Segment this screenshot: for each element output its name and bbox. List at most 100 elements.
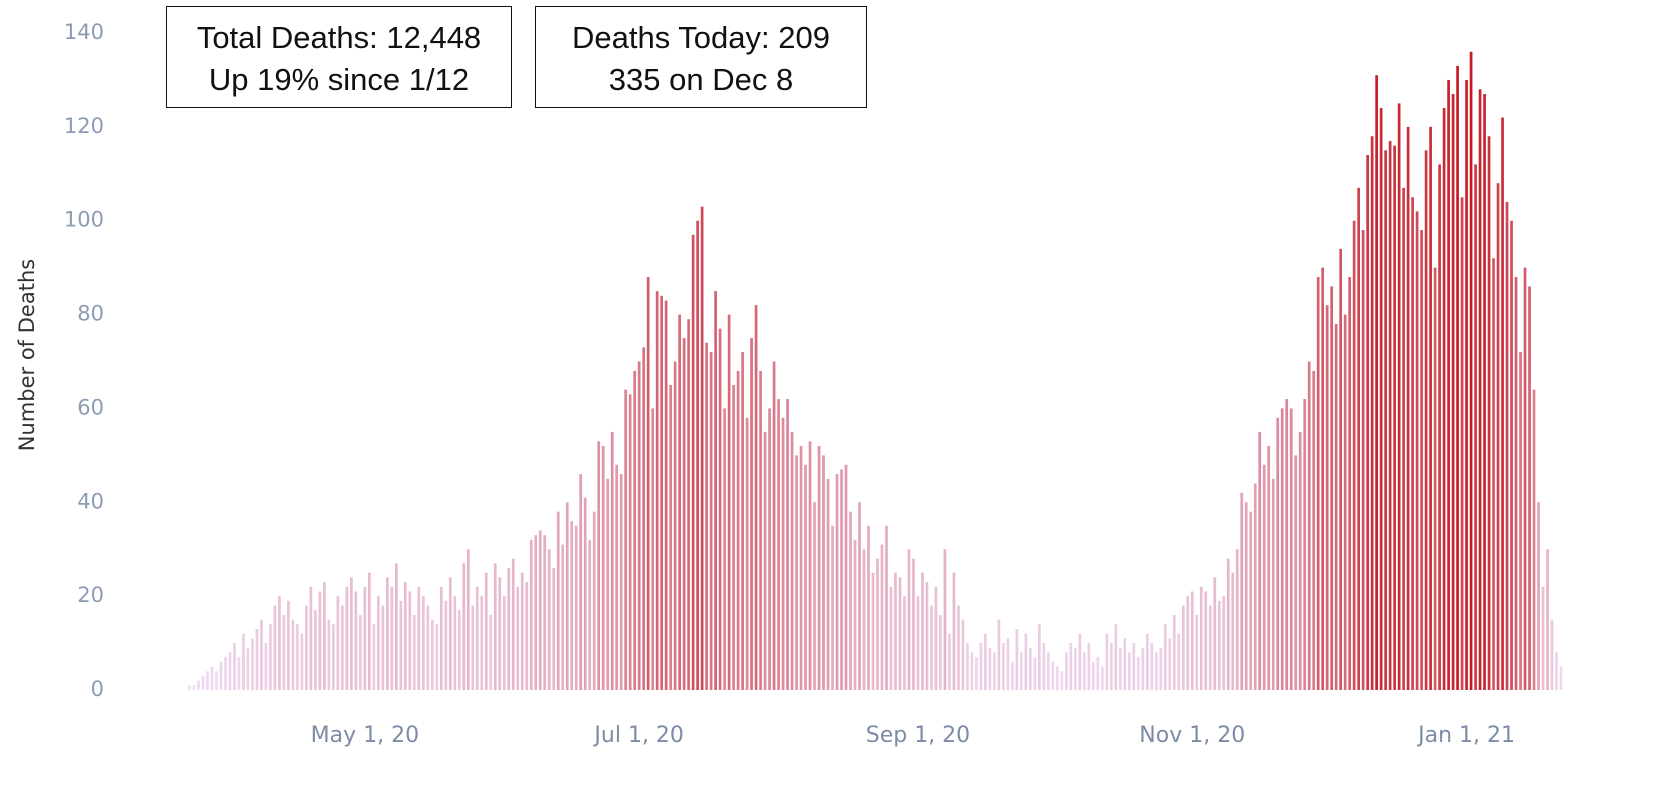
bar [1091,661,1095,690]
bar [192,685,196,690]
bar [399,600,403,690]
bar [1294,455,1298,690]
bar [768,408,771,690]
bar [1276,417,1280,690]
bar [705,342,708,690]
bar [1541,586,1545,690]
y-tick-label: 80 [77,302,104,326]
bar [520,572,524,690]
bar [1460,197,1464,690]
bar [1361,230,1365,690]
bar [732,384,735,690]
x-tick-label: Jan 1, 21 [1416,723,1515,748]
bar [588,539,592,690]
bar [1096,657,1100,690]
bar [390,586,394,690]
bar [1074,647,1077,690]
bar [363,586,367,690]
bar [939,614,942,690]
bar [1465,79,1468,690]
bar [381,605,385,690]
bar [1267,445,1271,690]
bar [1469,51,1473,691]
deaths-today-box: Deaths Today: 209 335 on Dec 8 [535,6,867,108]
bar [795,455,798,690]
bar [763,431,767,690]
bar [1316,277,1320,690]
bar [1429,126,1432,691]
bar [350,577,353,690]
bar [628,394,632,690]
bar [412,614,416,690]
bar [251,638,254,690]
bar [1501,117,1504,690]
bar [1100,666,1104,690]
bar [988,647,992,690]
bar [970,652,974,690]
bar [543,535,547,690]
bar [750,338,753,690]
bar [691,234,695,691]
bar [601,445,605,690]
y-tick-label: 40 [77,489,104,513]
bar [1002,643,1005,690]
bar [1222,596,1226,690]
bar [538,530,542,690]
bar [700,206,704,690]
bar [1181,605,1185,690]
bar [1492,258,1495,690]
bar [786,399,789,690]
bar [741,352,744,690]
bar [1384,150,1387,691]
bar [1235,549,1239,690]
bar [1195,614,1199,690]
bar [1379,108,1383,691]
bar [1546,549,1549,690]
bar [862,549,866,690]
bar [1411,197,1414,690]
bar [664,300,668,690]
bar [237,657,241,690]
bar [314,610,317,690]
bar [1550,619,1554,690]
bar [1334,323,1338,690]
bar [975,657,978,690]
y-tick-label: 120 [64,114,104,138]
total-deaths-box: Total Deaths: 12,448 Up 19% since 1/12 [166,6,512,108]
bar [1352,220,1356,690]
bar [642,347,646,690]
bar [1213,577,1217,690]
bar [1186,596,1190,690]
bar [1051,661,1055,690]
bar [309,586,313,690]
bar [282,614,286,690]
bar [1024,633,1028,690]
bar [372,624,376,690]
bar [853,539,857,690]
x-tick-label: Sep 1, 20 [866,723,970,748]
bar [1406,126,1410,691]
bar [188,685,191,690]
bar [1042,643,1046,690]
bar [1204,591,1208,690]
bar [471,605,475,690]
bar [790,431,794,690]
bar [430,619,434,690]
bar [1029,647,1032,690]
bar [1388,140,1392,690]
bar [718,328,722,690]
bar [475,586,479,690]
bar [1307,361,1311,690]
bar [1208,605,1212,690]
bar [921,572,924,690]
bar [1020,652,1023,690]
bar [1456,65,1459,691]
annotation-line: Total Deaths: 12,448 [196,20,482,55]
bar [997,619,1001,690]
bar [651,408,655,690]
bar [822,455,825,690]
bar [930,605,933,690]
bar [408,591,412,690]
